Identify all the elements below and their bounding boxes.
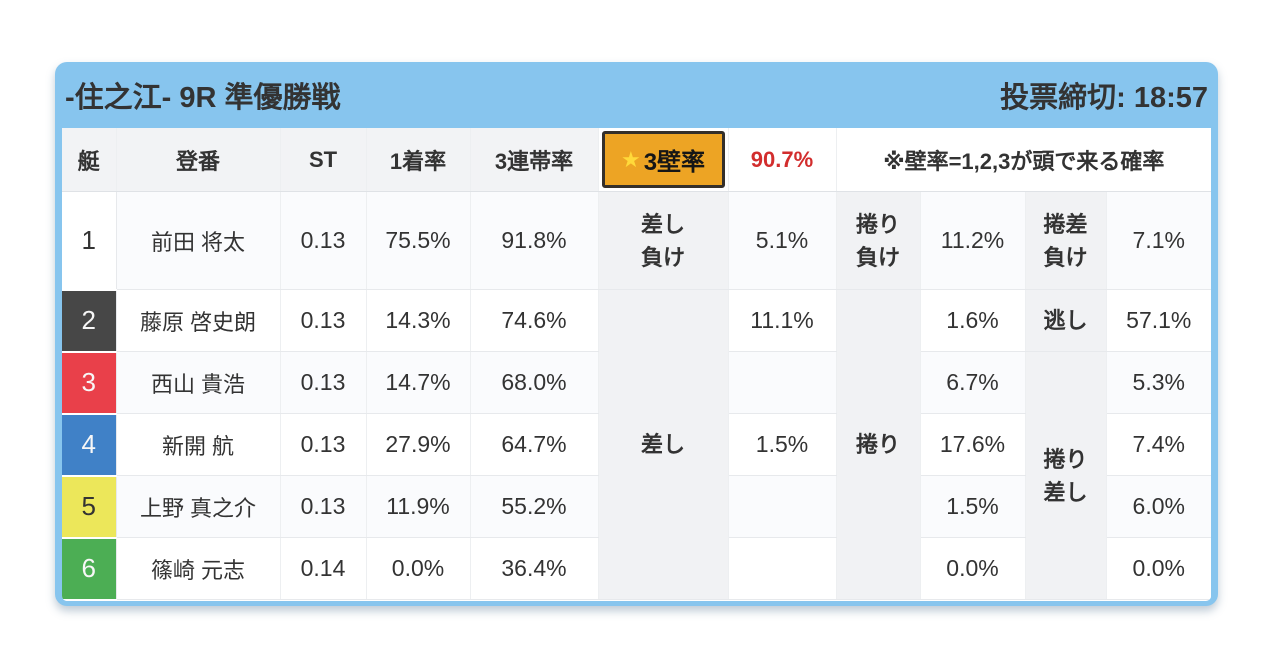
racer-name: 篠崎 元志 xyxy=(116,537,281,600)
boat-number: 5 xyxy=(62,475,117,539)
third-rate: 7.1% xyxy=(1106,191,1211,290)
makuri-rate: 17.6% xyxy=(920,413,1026,476)
table-row: 4 新開 航 0.13 27.9% 64.7% 1.5% 17.6% 7.4% xyxy=(62,413,1211,477)
wall-rate-value: 90.7% xyxy=(728,128,837,192)
table-row: 3 西山 貴浩 0.13 14.7% 68.0% 6.7% 捲り 差し 5.3% xyxy=(62,351,1211,600)
st-value: 0.13 xyxy=(280,191,367,290)
makuri-rate: 11.2% xyxy=(920,191,1026,290)
stats-table: 艇 登番 ST 1着率 3連帯率 ★ 3壁率 90.7% ※壁率=1,2,3が頭で… xyxy=(62,128,1211,601)
top3-rate: 68.0% xyxy=(470,351,599,414)
sashi-rate xyxy=(728,475,837,538)
kimarite-label-nige: 逃し xyxy=(1025,289,1107,352)
sashi-rate xyxy=(728,537,837,600)
third-rate: 7.4% xyxy=(1106,413,1211,476)
table-row: 1 前田 将太 0.13 75.5% 91.8% 差し 負け 5.1% 捲り 負… xyxy=(62,191,1211,291)
racer-name: 藤原 啓史朗 xyxy=(116,289,281,352)
boat-number: 2 xyxy=(62,289,117,353)
win1-rate: 14.3% xyxy=(366,289,471,352)
third-rate: 0.0% xyxy=(1106,537,1211,600)
top3-rate: 74.6% xyxy=(470,289,599,352)
race-card: -住之江- 9R 準優勝戦 投票締切: 18:57 艇 登番 ST 1着率 3連… xyxy=(55,62,1218,606)
kimarite-label-makuzashimake: 捲差 負け xyxy=(1025,191,1107,290)
racer-name: 前田 将太 xyxy=(116,191,281,290)
top3-rate: 55.2% xyxy=(470,475,599,538)
vote-deadline: 投票締切: 18:57 xyxy=(1000,82,1208,114)
boat-number: 3 xyxy=(62,351,117,415)
sashi-rate xyxy=(728,351,837,414)
makuri-rate: 0.0% xyxy=(920,537,1026,600)
makuri-rate: 1.5% xyxy=(920,475,1026,538)
st-value: 0.13 xyxy=(280,413,367,476)
st-value: 0.13 xyxy=(280,351,367,414)
makuri-rate: 1.6% xyxy=(920,289,1026,352)
table-header-row: 艇 登番 ST 1着率 3連帯率 ★ 3壁率 90.7% ※壁率=1,2,3が頭で… xyxy=(62,128,1211,192)
racer-name: 上野 真之介 xyxy=(116,475,281,538)
st-value: 0.13 xyxy=(280,289,367,352)
sashi-rate: 5.1% xyxy=(728,191,837,290)
racer-name: 西山 貴浩 xyxy=(116,351,281,414)
boat-number: 4 xyxy=(62,413,117,477)
col-header-st: ST xyxy=(280,128,367,192)
table-row: 6 篠崎 元志 0.14 0.0% 36.4% 0.0% 0.0% xyxy=(62,537,1211,601)
table-row: 5 上野 真之介 0.13 11.9% 55.2% 1.5% 6.0% xyxy=(62,475,1211,539)
racer-name: 新開 航 xyxy=(116,413,281,476)
third-rate: 5.3% xyxy=(1106,351,1211,414)
kimarite-label-sashi: 差し xyxy=(598,289,729,600)
col-header-reg: 登番 xyxy=(116,128,281,192)
boat-number: 1 xyxy=(62,191,117,291)
race-title: -住之江- 9R 準優勝戦 xyxy=(65,82,341,114)
win1-rate: 14.7% xyxy=(366,351,471,414)
boat-number: 6 xyxy=(62,537,117,601)
win1-rate: 0.0% xyxy=(366,537,471,600)
sashi-rate: 11.1% xyxy=(728,289,837,352)
wall-rate-header-cell: ★ 3壁率 xyxy=(598,128,729,192)
wall-rate-button[interactable]: ★ 3壁率 xyxy=(601,131,725,188)
kimarite-label-makurimake: 捲り 負け xyxy=(836,191,921,290)
col-header-win1: 1着率 xyxy=(366,128,471,192)
st-value: 0.14 xyxy=(280,537,367,600)
race-header: -住之江- 9R 準優勝戦 投票締切: 18:57 xyxy=(55,62,1218,128)
kimarite-label-makurizashi: 捲り 差し xyxy=(1025,351,1107,600)
third-rate: 57.1% xyxy=(1106,289,1211,352)
kimarite-label-sashimake: 差し 負け xyxy=(598,191,729,290)
wall-rate-label: 3壁率 xyxy=(643,149,706,176)
col-header-top3: 3連帯率 xyxy=(470,128,599,192)
star-icon: ★ xyxy=(620,146,641,172)
top3-rate: 91.8% xyxy=(470,191,599,290)
win1-rate: 11.9% xyxy=(366,475,471,538)
win1-rate: 27.9% xyxy=(366,413,471,476)
col-header-boat: 艇 xyxy=(62,128,117,192)
stats-table-wrap: 艇 登番 ST 1着率 3連帯率 ★ 3壁率 90.7% ※壁率=1,2,3が頭で… xyxy=(62,128,1211,601)
st-value: 0.13 xyxy=(280,475,367,538)
wall-rate-note: ※壁率=1,2,3が頭で来る確率 xyxy=(836,128,1211,192)
kimarite-label-makuri: 捲り xyxy=(836,289,921,600)
top3-rate: 36.4% xyxy=(470,537,599,600)
top3-rate: 64.7% xyxy=(470,413,599,476)
sashi-rate: 1.5% xyxy=(728,413,837,476)
win1-rate: 75.5% xyxy=(366,191,471,290)
table-row: 2 藤原 啓史朗 0.13 14.3% 74.6% 差し 11.1% 捲り 1.… xyxy=(62,289,1211,600)
makuri-rate: 6.7% xyxy=(920,351,1026,414)
third-rate: 6.0% xyxy=(1106,475,1211,538)
